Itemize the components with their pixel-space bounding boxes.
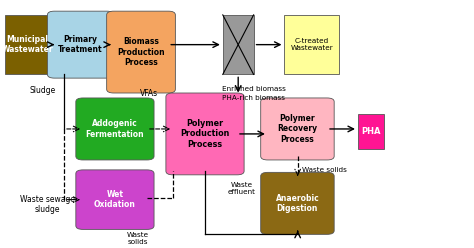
Text: PHA-rich biomass: PHA-rich biomass [222,95,285,101]
Text: Waste
effluent: Waste effluent [228,182,256,195]
Text: Biomass
Production
Process: Biomass Production Process [117,37,165,67]
FancyBboxPatch shape [166,93,244,175]
Text: C-treated
Wastewater: C-treated Wastewater [290,38,333,51]
Text: Municipal
Wastewater: Municipal Wastewater [1,35,53,54]
Text: Waste solids: Waste solids [302,167,347,173]
FancyBboxPatch shape [107,11,175,93]
Text: PHA: PHA [361,127,381,136]
FancyBboxPatch shape [261,98,334,160]
FancyBboxPatch shape [76,170,154,229]
Text: Enriched biomass: Enriched biomass [222,86,285,92]
Text: Waste sewage
sludge: Waste sewage sludge [20,195,75,214]
Text: Primary
Treatment: Primary Treatment [58,35,103,54]
Text: Anaerobic
Digestion: Anaerobic Digestion [275,194,319,213]
FancyBboxPatch shape [76,98,154,160]
Text: Wet
Oxidation: Wet Oxidation [94,190,136,209]
FancyBboxPatch shape [261,172,334,234]
FancyBboxPatch shape [358,114,384,149]
FancyBboxPatch shape [223,15,254,74]
Text: Waste
solids: Waste solids [127,232,148,245]
FancyBboxPatch shape [284,15,339,74]
FancyBboxPatch shape [5,15,50,74]
Text: VFAs: VFAs [140,89,158,97]
Text: Polymer
Production
Process: Polymer Production Process [180,119,230,149]
Text: Addogenic
Fermentation: Addogenic Fermentation [86,119,144,139]
FancyBboxPatch shape [47,11,114,78]
Text: Sludge: Sludge [29,86,56,95]
Text: Polymer
Recovery
Process: Polymer Recovery Process [277,114,318,144]
